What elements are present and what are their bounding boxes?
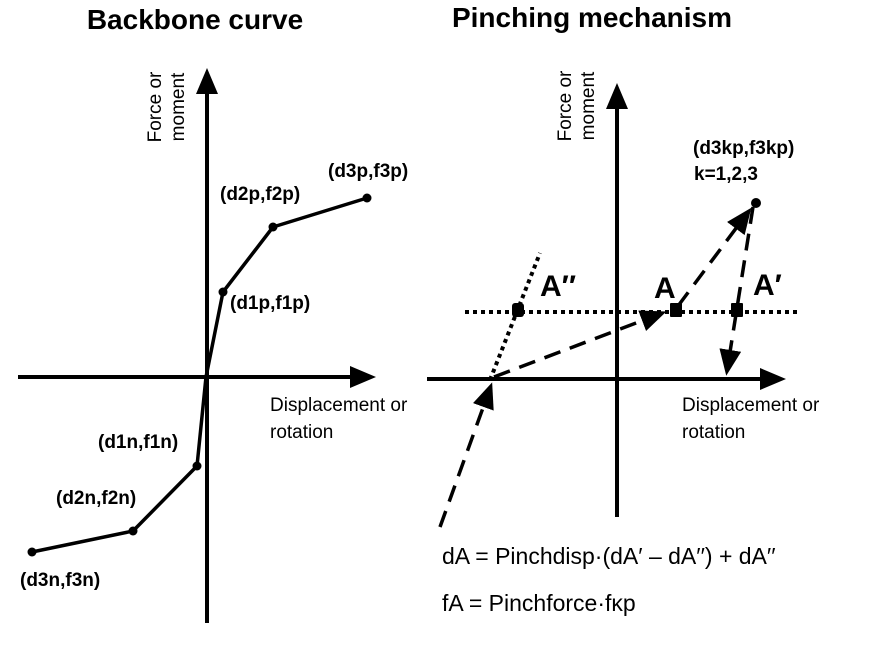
point-d3kp: [751, 198, 761, 208]
point-d2p: [268, 222, 278, 232]
reload-path-arrow-1: [438, 382, 494, 528]
pinching-x-axis-label-line2: rotation: [682, 422, 746, 443]
marker-a-prime: [731, 303, 743, 317]
backbone-x-axis-label-line1: Displacement or: [270, 395, 408, 416]
label-d1n: (d1n,f1n): [98, 432, 179, 453]
label-d2n: (d2n,f2n): [56, 488, 137, 509]
pinching-y-axis-label: Force or moment: [554, 66, 600, 146]
backbone-chart: [18, 68, 376, 623]
label-a-prime: A′: [753, 269, 782, 302]
label-d3n: (d3n,f3n): [20, 570, 101, 591]
label-k123: k=1,2,3: [694, 164, 758, 185]
pinching-x-axis-label: Displacement or rotation: [682, 392, 819, 446]
point-d2n: [128, 526, 138, 536]
backbone-x-axis-label: Displacement or rotation: [270, 392, 407, 446]
backbone-title: Backbone curve: [86, 4, 304, 35]
pinching-chart: [427, 83, 797, 528]
point-d3p: [362, 193, 372, 203]
marker-a-double-prime: [512, 303, 524, 317]
reload-path-arrow-3: [676, 207, 752, 308]
marker-a: [670, 303, 682, 317]
point-d1p: [218, 287, 228, 297]
label-d3kp: (d3kp,f3kp): [693, 138, 795, 159]
backbone-y-axis-label-line2: moment: [168, 72, 189, 142]
equation-force: fA = Pinchforce·fκp: [442, 590, 636, 616]
pinching-y-axis-label-line2: moment: [578, 71, 599, 141]
label-d1p: (d1p,f1p): [230, 293, 311, 314]
pinching-title: Pinching mechanism: [451, 2, 733, 33]
label-d3p: (d3p,f3p): [328, 161, 409, 182]
pinching-x-axis-label-line1: Displacement or: [682, 395, 820, 416]
backbone-x-axis-label-line2: rotation: [270, 422, 334, 443]
backbone-y-axis-label-line1: Force or: [145, 71, 166, 143]
point-d3n: [27, 547, 37, 557]
unload-slope-dotted-line: [488, 252, 542, 381]
label-d2p: (d2p,f2p): [220, 184, 301, 205]
equation-displacement: dA = Pinchdisp·(dA′ – dA′′) + dA′′: [442, 543, 776, 569]
backbone-y-axis-label: Force or moment: [144, 67, 190, 147]
label-a-double-prime: A′′: [540, 270, 577, 303]
unload-path-arrow: [719, 206, 755, 376]
pinching-y-axis-label-line1: Force or: [555, 70, 576, 142]
reload-path-arrow-2: [493, 310, 667, 379]
label-a: A: [654, 272, 676, 305]
point-d1n: [192, 461, 202, 471]
